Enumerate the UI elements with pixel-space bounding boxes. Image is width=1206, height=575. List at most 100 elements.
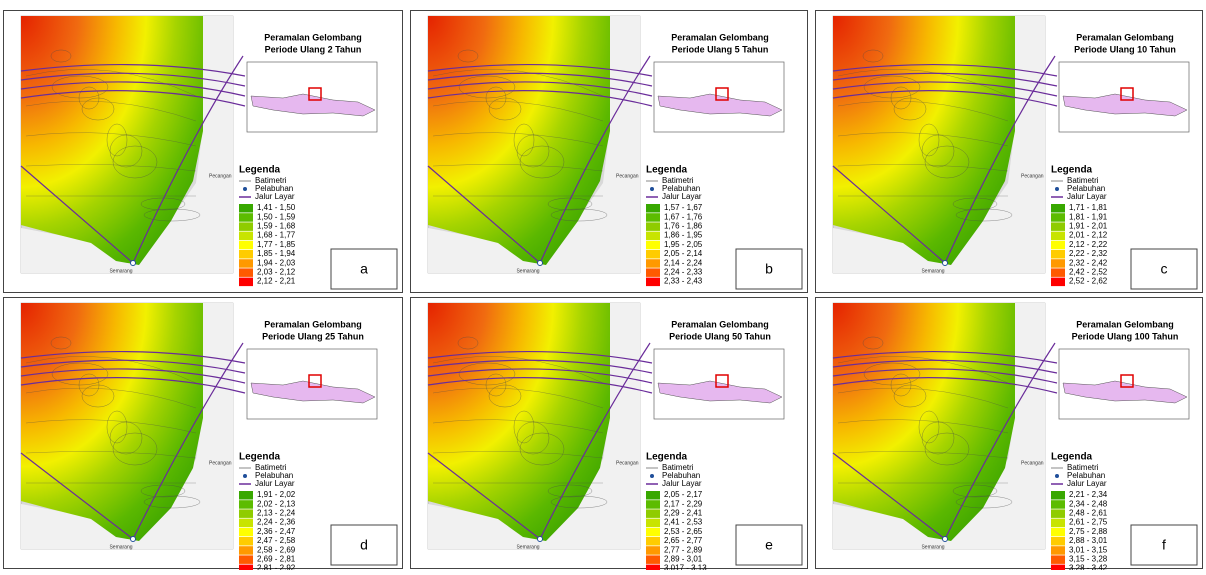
legend-symbol	[1055, 474, 1059, 478]
legend-class: 2,21 - 2,34	[1069, 490, 1108, 499]
legend-class: 2,24 - 2,33	[664, 268, 703, 277]
legend-swatch	[646, 232, 660, 241]
map-panel: SemarangPecanganPeramalan GelombangPerio…	[411, 11, 808, 293]
legend-swatch	[239, 250, 253, 259]
town-label: Pecangan	[1021, 173, 1044, 179]
legend-class: 2,17 - 2,29	[664, 499, 703, 508]
legend-swatch	[239, 491, 253, 500]
legend-class: 2,05 - 2,17	[664, 490, 703, 499]
legend-swatch	[1051, 565, 1065, 570]
legend-class: 2,12 - 2,21	[257, 277, 296, 286]
panel-letter: d	[360, 537, 368, 553]
legend-class: 1,57 - 1,67	[664, 203, 703, 212]
legend-class: 1,85 - 1,94	[257, 249, 296, 258]
legend-swatch	[239, 546, 253, 555]
legend-swatch	[1051, 259, 1065, 268]
legend-class: 2,14 - 2,24	[664, 258, 703, 267]
legend-class: 2,77 - 2,89	[664, 545, 703, 554]
map-title: Periode Ulang 2 Tahun	[265, 44, 362, 54]
town-label: Pecangan	[209, 460, 232, 466]
legend-class: 2,32 - 2,42	[1069, 258, 1108, 267]
panel-letter: b	[765, 261, 773, 277]
legend-item: Jalur Layar	[255, 479, 295, 488]
legend-swatch	[239, 537, 253, 546]
legend-swatch	[1051, 537, 1065, 546]
legend-swatch	[239, 565, 253, 570]
city-label: Semarang	[109, 544, 132, 550]
legend-symbol	[243, 474, 247, 478]
legend-class: 2,34 - 2,48	[1069, 499, 1108, 508]
legend-swatch	[1051, 509, 1065, 518]
legend-symbol	[243, 187, 247, 191]
legend-class: 2,42 - 2,52	[1069, 268, 1108, 277]
legend-class: 2,61 - 2,75	[1069, 518, 1108, 527]
legend-swatch	[239, 555, 253, 564]
legend-class: 1,41 - 1,50	[257, 203, 296, 212]
legend-class: 2,24 - 2,36	[257, 518, 296, 527]
legend-class: 3,28 - 3,42	[1069, 564, 1108, 570]
legend-class: 2,33 - 2,43	[664, 277, 703, 286]
panel-letter: c	[1161, 261, 1168, 277]
port-icon	[538, 261, 543, 266]
map-title: Peramalan Gelombang	[1076, 32, 1174, 42]
legend-swatch	[1051, 268, 1065, 277]
legend-swatch	[1051, 250, 1065, 259]
legend-swatch	[239, 268, 253, 277]
legend-class: 2,48 - 2,61	[1069, 509, 1108, 518]
legend-class: 2,29 - 2,41	[664, 509, 703, 518]
port-icon	[538, 537, 543, 542]
legend-title: Legenda	[239, 452, 281, 463]
legend-class: 1,50 - 1,59	[257, 212, 296, 221]
legend-class: 1,91 - 2,01	[1069, 222, 1108, 231]
legend-class: 2,02 - 2,13	[257, 499, 296, 508]
legend-symbol	[650, 474, 654, 478]
legend-class: 2,05 - 2,14	[664, 249, 703, 258]
legend-title: Legenda	[646, 452, 688, 463]
legend-class: 1,67 - 1,76	[664, 212, 703, 221]
legend-swatch	[646, 278, 660, 287]
legend-swatch	[646, 213, 660, 222]
legend-swatch	[239, 204, 253, 213]
legend-swatch	[239, 509, 253, 518]
legend-swatch	[1051, 491, 1065, 500]
legend-class: 3,01 - 3,15	[1069, 545, 1108, 554]
legend-swatch	[239, 241, 253, 250]
city-label: Semarang	[921, 544, 944, 550]
legend-swatch	[646, 537, 660, 546]
legend-class: 1,59 - 1,68	[257, 222, 296, 231]
legend-swatch	[646, 259, 660, 268]
town-label: Pecangan	[616, 173, 639, 179]
legend-class: 2,13 - 2,24	[257, 509, 296, 518]
legend-class: 2,12 - 2,22	[1069, 240, 1108, 249]
map-title: Peramalan Gelombang	[671, 32, 769, 42]
legend-class: 1,68 - 1,77	[257, 231, 296, 240]
legend-item: Jalur Layar	[662, 479, 702, 488]
legend-swatch	[646, 222, 660, 231]
map-panel: SemarangPecanganPeramalan GelombangPerio…	[4, 298, 403, 571]
legend-class: 2,53 - 2,65	[664, 527, 703, 536]
legend-item: Jalur Layar	[255, 192, 295, 201]
legend-item: Jalur Layar	[1067, 192, 1107, 201]
map-title: Periode Ulang 50 Tahun	[669, 331, 771, 341]
city-label: Semarang	[109, 268, 132, 274]
legend-class: 3,017 - 3,13	[664, 564, 707, 570]
port-icon	[131, 537, 136, 542]
legend-swatch	[1051, 241, 1065, 250]
legend-swatch	[1051, 232, 1065, 241]
legend-swatch	[239, 213, 253, 222]
legend-swatch	[1051, 204, 1065, 213]
legend-swatch	[1051, 222, 1065, 231]
map-title: Peramalan Gelombang	[1076, 319, 1174, 329]
legend-class: 2,69 - 2,81	[257, 555, 296, 564]
legend-class: 1,71 - 1,81	[1069, 203, 1108, 212]
legend-swatch	[646, 250, 660, 259]
legend-swatch	[646, 500, 660, 509]
port-icon	[943, 537, 948, 542]
legend-swatch	[1051, 546, 1065, 555]
legend-class: 1,77 - 1,85	[257, 240, 296, 249]
map-title: Peramalan Gelombang	[671, 319, 769, 329]
legend-swatch	[1051, 213, 1065, 222]
city-label: Semarang	[516, 544, 539, 550]
